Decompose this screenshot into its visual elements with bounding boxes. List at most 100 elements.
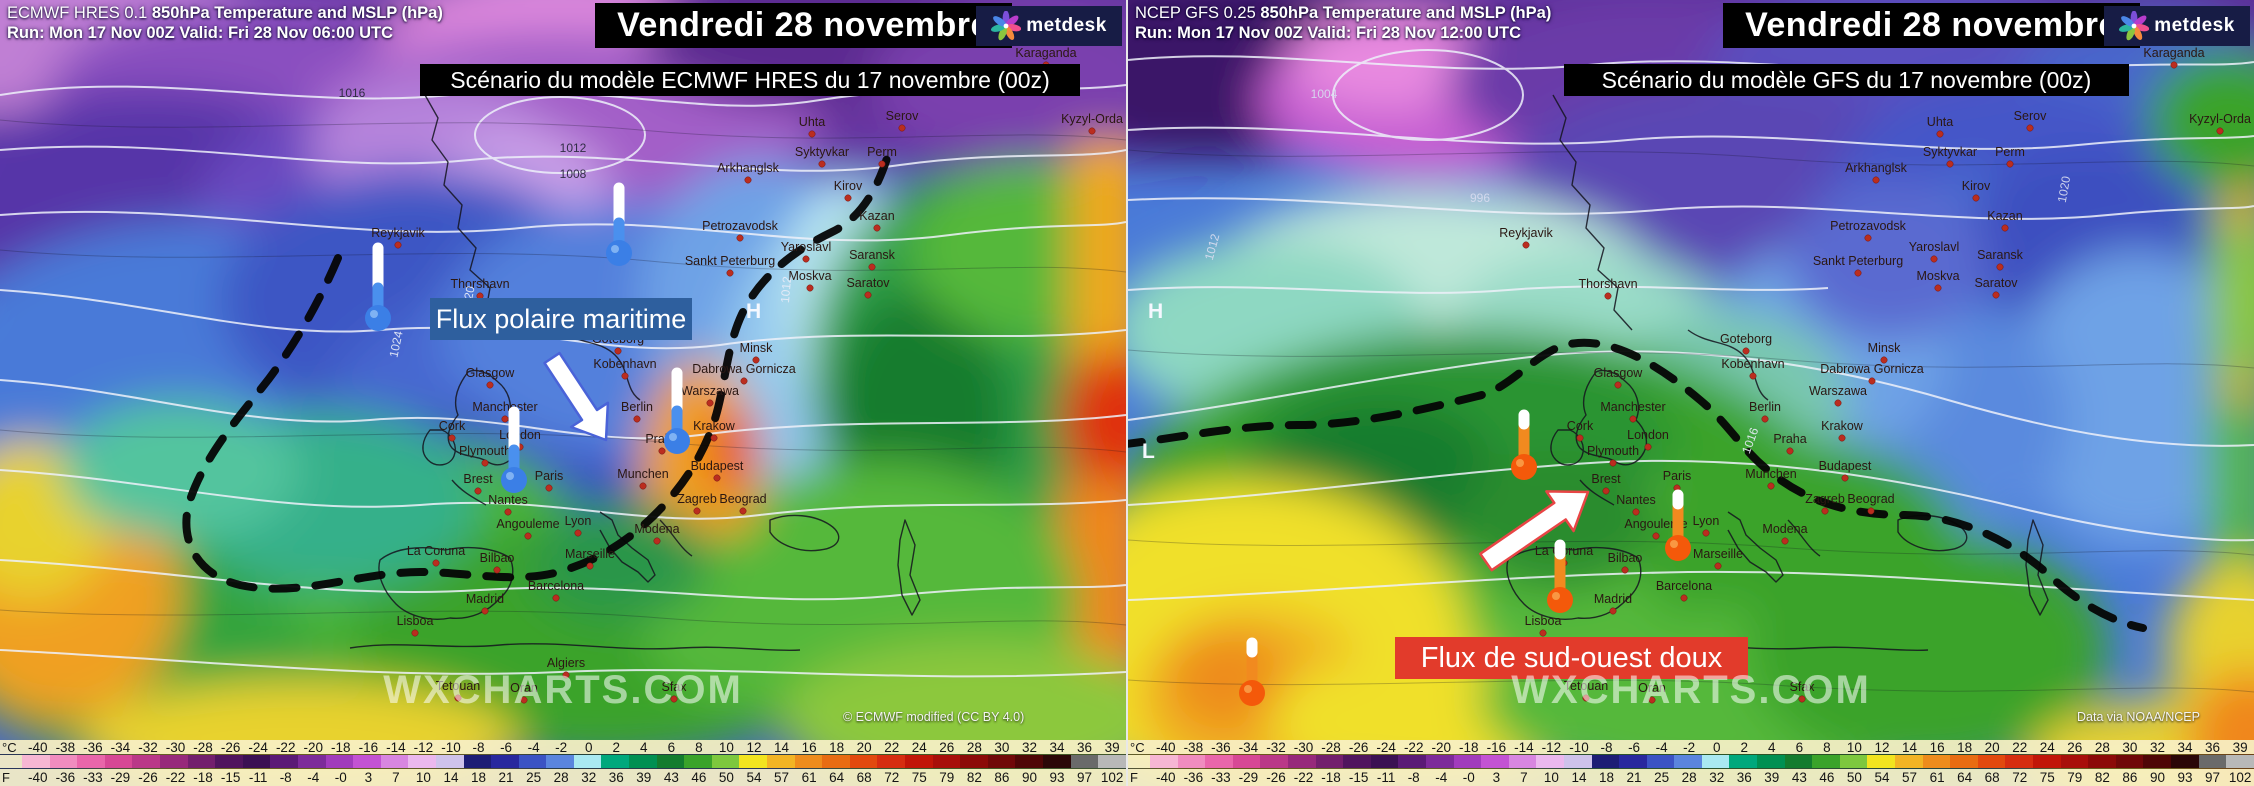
city-label: Berlin (621, 400, 653, 414)
city-dot (1930, 255, 1938, 263)
fahrenheit-row: F -40 -36 -33 -29 -26 -22 -18 -15 -11 -8 -4 -0 3 7 10 1… (1128, 769, 2254, 786)
city-label: Brest (463, 472, 493, 486)
fahrenheit-tick: 102 (2228, 770, 2252, 785)
fahrenheit-row: F -40 -36 -33 -29 -26 -22 -18 -15 -11 -8 -4 -0 3 7 10 1… (0, 769, 1126, 786)
fahrenheit-tick: -4 (1435, 770, 1448, 785)
scale-swatch (1646, 755, 1675, 768)
city-dot (878, 160, 886, 168)
celsius-tick: -32 (1266, 739, 1286, 755)
scale-swatch (1867, 755, 1896, 768)
celsius-tick: -16 (358, 739, 379, 755)
celsius-tick: 32 (2149, 739, 2165, 755)
fahrenheit-tick: -29 (1238, 770, 1259, 785)
scale-swatch (1205, 755, 1233, 768)
city-label: Warszawa (681, 384, 739, 398)
scale-swatch (1015, 755, 1043, 768)
scale-swatch (159, 755, 188, 768)
fahrenheit-tick: 18 (1599, 770, 1615, 785)
celsius-tick: -26 (220, 739, 241, 755)
city-label: Thorshavn (1578, 277, 1637, 291)
celsius-tick: 12 (746, 739, 762, 755)
city-label: Kobenhavn (593, 357, 656, 371)
scale-swatch (491, 755, 519, 768)
city-dot (2170, 61, 2178, 69)
city-dot (1702, 529, 1710, 537)
celsius-tick: 32 (1021, 739, 1037, 755)
celsius-tick: -40 (1156, 739, 1176, 755)
city-dot (1821, 507, 1829, 515)
scale-swatch (1839, 755, 1868, 768)
fahrenheit-tick: 25 (526, 770, 542, 785)
city-dot (1621, 566, 1629, 574)
panel-divider (1126, 0, 1128, 786)
scale-swatch (1536, 755, 1564, 768)
fahrenheit-tick: -36 (1183, 770, 1204, 785)
city-label: Plymouth (459, 444, 511, 458)
celsius-tick: 0 (584, 739, 593, 755)
fahrenheit-tick: -33 (1211, 770, 1231, 785)
city-label: Angouleme (1624, 517, 1687, 531)
city-dot (1972, 194, 1980, 202)
celsius-tick: -4 (1655, 739, 1668, 755)
city-label: Petrozavodsk (702, 219, 778, 233)
scale-swatch (1398, 755, 1426, 768)
celsius-tick: 20 (856, 739, 872, 755)
scale-swatch (435, 755, 464, 768)
city-dot (1834, 399, 1842, 407)
metdesk-pinwheel-icon (2119, 11, 2150, 41)
fahrenheit-tick: -0 (334, 770, 347, 785)
celsius-tick: 26 (939, 739, 955, 755)
fahrenheit-tick: -22 (1293, 770, 1314, 785)
city-dot (1867, 507, 1875, 515)
city-dot (454, 694, 462, 702)
thermometer-cold-icon (501, 406, 527, 493)
scale-swatches (1128, 754, 2254, 769)
city-label: Saratov (846, 276, 890, 290)
city-dot (1946, 160, 1954, 168)
celsius-tick: -22 (275, 739, 296, 755)
pressure-center-marker: H (746, 300, 761, 323)
celsius-tick: -10 (1569, 739, 1589, 755)
city-label: La Coruna (407, 544, 465, 558)
celsius-tick: -8 (1600, 739, 1613, 755)
city-dot (726, 269, 734, 277)
city-label: Dabrowa Gornicza (1820, 362, 1924, 376)
fahrenheit-tick: 61 (801, 770, 817, 785)
city-label: Madrid (1594, 592, 1632, 606)
fahrenheit-tick: 79 (2067, 770, 2083, 785)
scale-swatch (1977, 755, 2006, 768)
scale-swatch (767, 755, 795, 768)
attribution: © ECMWF modified (CC BY 4.0) (843, 710, 1025, 724)
fahrenheit-tick: -40 (28, 770, 48, 785)
celsius-tick: 14 (774, 739, 790, 755)
city-dot (739, 507, 747, 515)
city-label: Paris (1663, 469, 1691, 483)
celsius-tick: 22 (2012, 739, 2028, 755)
fahrenheit-tick: 39 (636, 770, 652, 785)
city-dot (653, 537, 661, 545)
city-dot (1838, 434, 1846, 442)
city-dot (806, 284, 814, 292)
city-label: Serov (2014, 109, 2047, 123)
scale-swatch (1481, 755, 1509, 768)
scale-swatch (822, 755, 850, 768)
pressure-center-marker: L (1142, 440, 1155, 463)
city-dot (1880, 356, 1888, 364)
city-label: Madrid (466, 592, 504, 606)
city-label: Uhta (1927, 115, 1953, 129)
city-label: Lisboa (397, 614, 434, 628)
fahrenheit-tick: 57 (774, 770, 790, 785)
city-label: Moskva (788, 269, 831, 283)
celsius-tick: 39 (1104, 739, 1120, 755)
fahrenheit-tick: -26 (138, 770, 158, 785)
celsius-row: °C -40 -38 -36 -34 -32 -30 -28 -26 -24 -22 -20 -18-… (0, 739, 1126, 755)
celsius-tick: 22 (884, 739, 900, 755)
scenario-caption: Scénario du modèle GFS du 17 novembre (0… (1564, 64, 2129, 96)
celsius-tick: 16 (801, 739, 817, 755)
city-dot (1798, 695, 1806, 703)
fahrenheit-tick: -11 (248, 770, 268, 785)
city-dot (474, 487, 482, 495)
scale-swatch (518, 755, 547, 768)
scale-swatch (1757, 755, 1785, 768)
city-label: Saransk (849, 248, 896, 262)
